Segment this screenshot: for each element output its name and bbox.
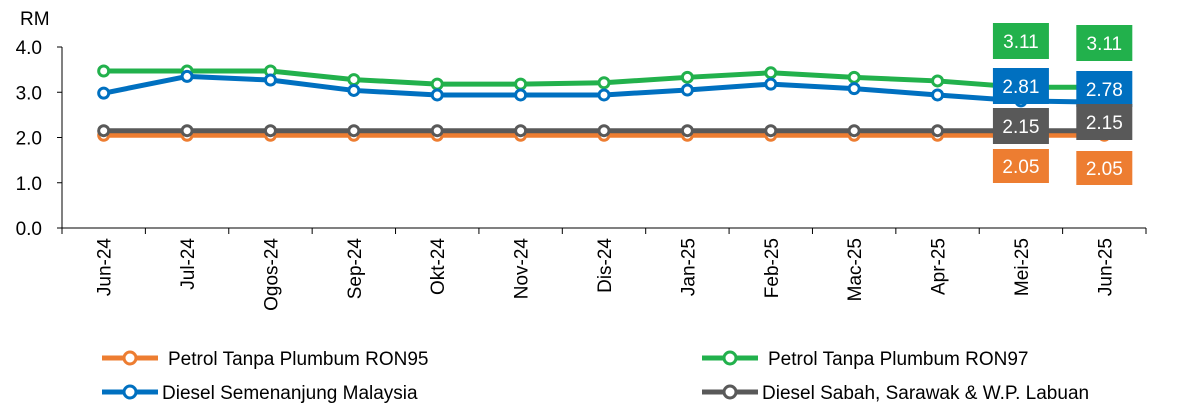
y-tick-label: 3.0: [16, 83, 42, 104]
y-tick-label: 4.0: [16, 38, 42, 59]
x-tick-label: Feb-25: [762, 238, 783, 298]
data-point: [514, 124, 528, 138]
y-tick-label: 0.0: [16, 219, 42, 240]
data-point: [847, 124, 861, 138]
x-tick-label: Ogos-24: [261, 238, 282, 311]
value-label: 3.11: [1003, 32, 1039, 53]
x-tick-label: Jun-24: [95, 238, 116, 297]
data-point: [430, 124, 444, 138]
x-tick-label: Nov-24: [512, 238, 533, 300]
y-axis-label: RM: [20, 9, 50, 30]
legend-swatch-marker: [122, 384, 138, 400]
data-point: [764, 66, 778, 80]
axes: 0.0 1.0 2.0 3.0 4.0 Jun-24 Jul-24 Ogos-24 Sep-24…: [16, 38, 1147, 311]
legend-swatch-marker: [122, 350, 138, 366]
legend: Petrol Tanpa Plumbum RON95 Petrol Tanpa P…: [102, 349, 1089, 404]
value-label-box: [992, 149, 1049, 183]
data-point: [263, 124, 277, 138]
value-label-box: [992, 23, 1049, 59]
data-point: [847, 82, 861, 96]
data-point: [597, 124, 611, 138]
legend-label: Petrol Tanpa Plumbum RON97: [768, 349, 1029, 370]
series-points: [97, 64, 1111, 142]
data-point: [263, 73, 277, 87]
value-label: 2.05: [1002, 157, 1039, 178]
data-point: [180, 124, 194, 138]
data-point: [97, 64, 111, 78]
legend-label: Petrol Tanpa Plumbum RON95: [168, 349, 429, 370]
data-point: [680, 124, 694, 138]
value-label: 2.05: [1086, 159, 1123, 180]
data-point: [597, 76, 611, 90]
y-tick-label: 1.0: [16, 174, 42, 195]
x-tick-label: Jan-25: [678, 238, 699, 296]
data-point: [514, 77, 528, 91]
data-point: [430, 88, 444, 102]
data-point: [347, 73, 361, 87]
data-point: [97, 86, 111, 100]
x-tick-label: Jun-25: [1095, 238, 1116, 296]
value-label: 2.78: [1086, 80, 1123, 101]
data-point: [597, 88, 611, 102]
y-tick-label: 2.0: [16, 129, 42, 150]
data-point: [764, 77, 778, 91]
value-label-box: [1076, 71, 1133, 107]
data-point: [680, 83, 694, 97]
legend-label: Diesel Sabah, Sarawak & W.P. Labuan: [762, 383, 1089, 404]
data-point: [430, 77, 444, 91]
legend-swatch-marker: [722, 384, 738, 400]
data-point: [680, 70, 694, 84]
x-tick-label: Sep-24: [345, 238, 366, 300]
data-point: [347, 83, 361, 97]
x-tick-label: Apr-25: [929, 238, 950, 295]
value-label-box: [1076, 25, 1133, 61]
value-label-box: [1076, 151, 1133, 185]
data-point: [97, 124, 111, 138]
x-tick-label: Mac-25: [845, 238, 866, 301]
legend-swatch-marker: [722, 350, 738, 366]
legend-label: Diesel Semenanjung Malaysia: [162, 383, 418, 404]
x-tick-label: Dis-24: [595, 238, 616, 293]
x-tick-label: Mei-25: [1012, 238, 1033, 296]
data-point: [514, 88, 528, 102]
data-point: [180, 69, 194, 83]
value-label: 2.15: [1002, 117, 1039, 138]
value-labels: 3.11 3.11 2.81 2.78 2.15 2.15 2.05 2.05: [992, 23, 1133, 185]
value-label-box: [992, 108, 1049, 144]
value-label: 3.11: [1087, 34, 1123, 55]
value-label-box: [992, 68, 1049, 104]
data-point: [931, 88, 945, 102]
value-label: 2.81: [1002, 77, 1039, 98]
data-point: [847, 70, 861, 84]
data-point: [764, 124, 778, 138]
value-label-box: [1076, 104, 1133, 140]
data-point: [931, 124, 945, 138]
x-tick-label: Okt-24: [428, 238, 449, 295]
data-point: [347, 124, 361, 138]
x-tick-label: Jul-24: [178, 238, 199, 290]
data-point: [931, 74, 945, 88]
value-label: 2.15: [1086, 113, 1123, 134]
